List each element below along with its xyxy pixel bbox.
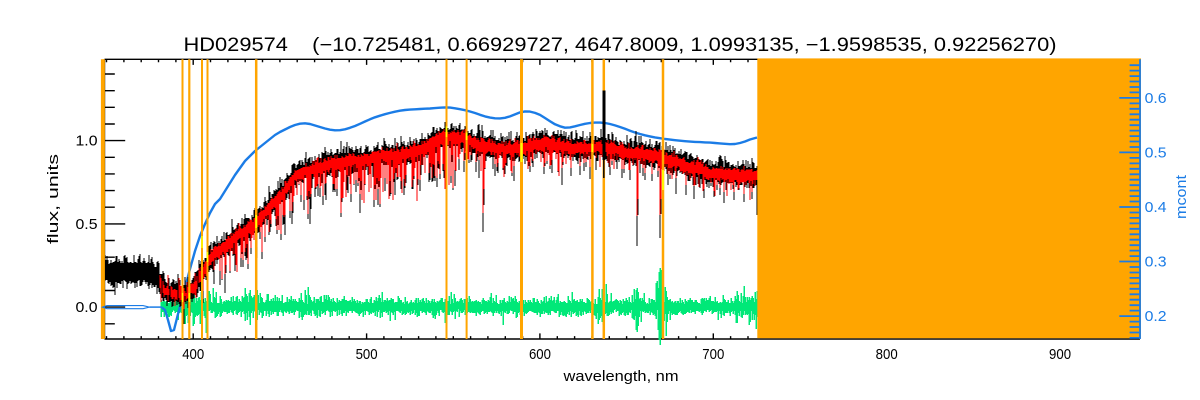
svg-text:500: 500 (356, 346, 378, 363)
svg-text:HD029574 (−10.725481, 0.669: HD029574 (−10.725481, 0.66929727, 4647.8… (184, 35, 1057, 56)
svg-text:0.4: 0.4 (1145, 199, 1167, 216)
svg-text:0.5: 0.5 (1145, 144, 1167, 161)
svg-text:0.0: 0.0 (76, 299, 98, 316)
svg-text:wavelength, nm: wavelength, nm (562, 368, 678, 385)
svg-text:900: 900 (1049, 346, 1071, 363)
svg-text:800: 800 (876, 346, 898, 363)
svg-text:400: 400 (182, 346, 204, 363)
svg-text:0.6: 0.6 (1145, 90, 1167, 107)
svg-text:0.2: 0.2 (1145, 308, 1167, 325)
svg-text:mcont: mcont (1173, 174, 1190, 219)
svg-text:1.0: 1.0 (76, 133, 98, 150)
svg-text:700: 700 (702, 346, 724, 363)
svg-text:0.3: 0.3 (1145, 254, 1167, 271)
svg-text:600: 600 (529, 346, 551, 363)
svg-text:0.5: 0.5 (76, 216, 98, 233)
svg-text:flux, units: flux, units (45, 154, 62, 244)
